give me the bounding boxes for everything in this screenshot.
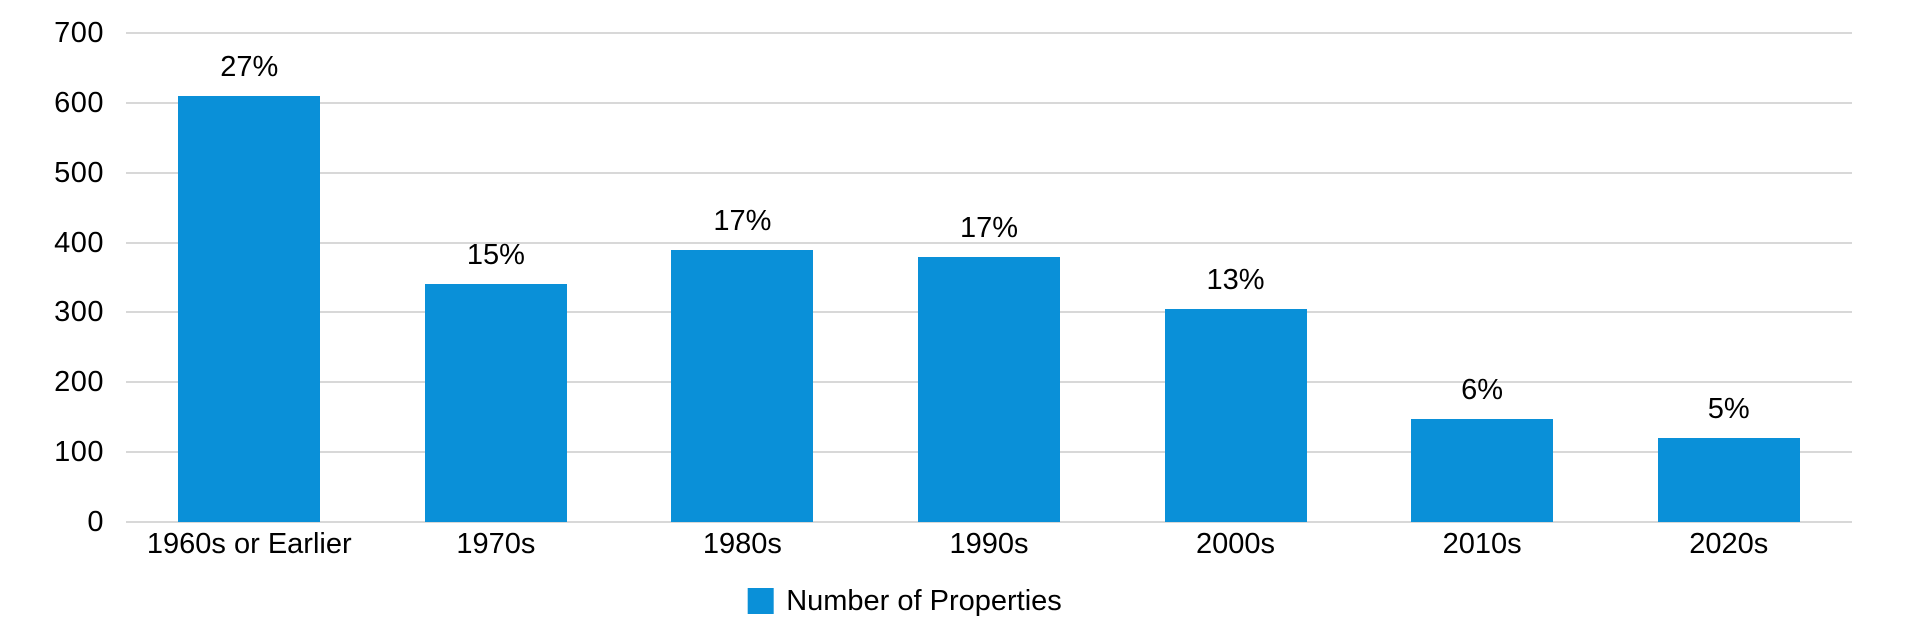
y-tick-label: 300 — [54, 296, 104, 329]
y-tick-label: 400 — [54, 226, 104, 259]
bar — [1164, 308, 1307, 522]
x-tick-label: 2000s — [1196, 528, 1276, 560]
y-tick-label: 100 — [54, 436, 104, 469]
bar-value-label: 27% — [220, 50, 279, 83]
y-tick-label: 0 — [87, 506, 104, 538]
plot-area — [126, 32, 1852, 523]
legend-label: Number of Properties — [786, 585, 1062, 617]
bar-value-label: 13% — [1206, 263, 1265, 296]
x-tick-label: 1960s or Earlier — [146, 528, 352, 560]
bar-value-label: 6% — [1461, 373, 1504, 406]
bar — [424, 284, 567, 522]
gridline — [126, 32, 1852, 34]
legend: Number of Properties — [747, 585, 1062, 617]
bar — [1411, 418, 1554, 522]
bar-value-label: 5% — [1707, 393, 1750, 426]
gridline — [126, 171, 1852, 174]
bar-value-label: 15% — [466, 239, 525, 272]
x-tick-label: 1980s — [702, 528, 782, 560]
bar — [1657, 438, 1800, 522]
y-tick-label: 600 — [54, 86, 104, 119]
gridline — [126, 521, 1852, 523]
bar — [671, 249, 814, 522]
x-tick-label: 1970s — [456, 528, 536, 560]
gridline — [126, 241, 1852, 244]
bar-value-label: 17% — [959, 211, 1019, 244]
bar-value-label: 17% — [713, 204, 772, 237]
x-tick-label: 2010s — [1442, 528, 1522, 560]
gridline — [126, 101, 1852, 104]
x-tick-label: 2020s — [1689, 528, 1769, 560]
bar — [178, 95, 321, 522]
y-tick-label: 700 — [54, 17, 104, 49]
x-tick-label: 1990s — [949, 528, 1029, 560]
legend-swatch-icon — [747, 588, 774, 614]
y-tick-label: 200 — [54, 366, 104, 399]
bar — [918, 256, 1060, 522]
y-tick-label: 500 — [54, 156, 104, 189]
